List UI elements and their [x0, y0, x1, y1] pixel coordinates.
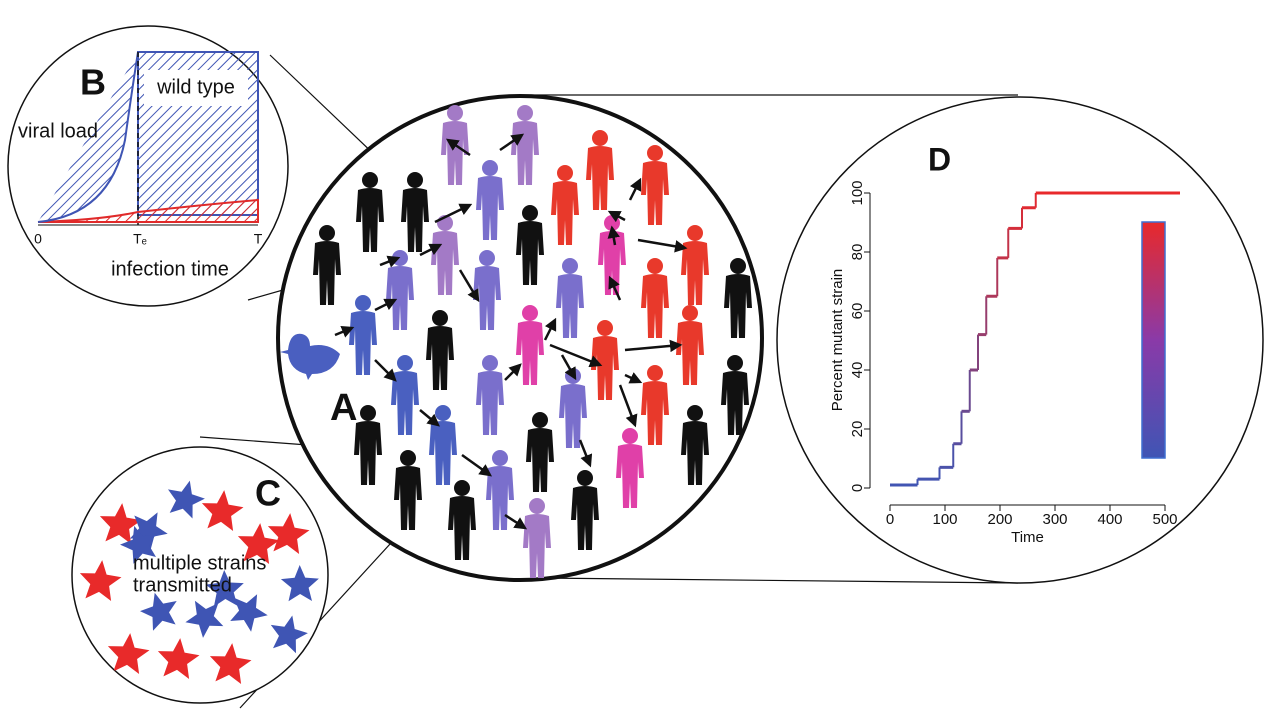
- arrow: [504, 363, 522, 381]
- panel-d-circle: [776, 96, 1264, 584]
- arrow: [549, 343, 603, 368]
- y-tick-label: 40: [849, 362, 866, 379]
- arrow: [458, 269, 480, 303]
- strain-star: [205, 570, 244, 607]
- x-tick-label: 100: [932, 511, 957, 528]
- viral-load-curve: [37, 51, 139, 223]
- tick-label: Tₑ: [133, 231, 147, 247]
- panel-text: multiple strains: [133, 552, 266, 574]
- arrow: [445, 138, 471, 157]
- strain-star: [267, 513, 310, 554]
- arrow: [499, 133, 525, 152]
- panel-letter: C: [255, 473, 281, 514]
- y-tick-label: 80: [849, 244, 866, 261]
- arrow: [637, 238, 688, 253]
- legend-label: wild type: [156, 76, 235, 98]
- panel-text: transmitted: [133, 574, 232, 596]
- y-label: Percent mutant strain: [829, 269, 846, 412]
- strain-star: [270, 615, 308, 654]
- arrow: [419, 409, 440, 427]
- strain-star: [157, 638, 200, 679]
- strain-star: [209, 643, 252, 684]
- y-label: viral load: [18, 120, 98, 142]
- strain-star: [107, 633, 150, 674]
- strain-star: [99, 503, 142, 544]
- arrow: [543, 317, 557, 341]
- x-tick-label: 200: [987, 511, 1012, 528]
- arrow: [578, 439, 593, 468]
- x-tick-label: 500: [1152, 511, 1177, 528]
- panel-letter: D: [928, 141, 951, 177]
- panel-c-circle: [71, 446, 329, 704]
- panel-letter: A: [330, 387, 357, 429]
- arrow: [334, 326, 355, 338]
- chart: 0 20 40 60 80 100 0 100 200 300 400 500 Time Percent …: [829, 180, 1180, 546]
- strain-star: [79, 560, 122, 601]
- arrow: [624, 339, 683, 353]
- arrow: [624, 372, 643, 384]
- strain-star: [168, 480, 205, 519]
- arrow: [618, 384, 638, 428]
- x-tick-label: 400: [1097, 511, 1122, 528]
- x-tick-label: 300: [1042, 511, 1067, 528]
- arrow: [628, 177, 642, 201]
- y-tick-label: 0: [849, 484, 866, 492]
- x-tick-label: 0: [886, 511, 894, 528]
- panel-letter: B: [80, 62, 106, 103]
- strains: [79, 480, 319, 684]
- y-tick-label: 20: [849, 421, 866, 438]
- y-tick-label: 100: [849, 180, 866, 205]
- tick-label: 0: [34, 231, 42, 247]
- arrow: [560, 354, 577, 381]
- arrow: [419, 243, 443, 257]
- legend-box: [144, 70, 248, 106]
- y-tick-label: 60: [849, 303, 866, 320]
- arrow: [434, 203, 473, 224]
- strain-star: [120, 525, 157, 564]
- arrow: [379, 255, 401, 268]
- arrow: [461, 453, 493, 477]
- x-label: Time: [1011, 529, 1044, 546]
- strain-star: [140, 592, 177, 631]
- x-label: infection time: [111, 258, 229, 280]
- arrow: [608, 275, 622, 301]
- arrow: [504, 513, 528, 530]
- strain-star: [201, 490, 244, 531]
- strain-star: [237, 523, 280, 564]
- arrow: [607, 210, 626, 223]
- strain-star: [185, 600, 224, 638]
- arrow: [374, 359, 397, 382]
- arrow: [374, 298, 398, 312]
- arrow: [607, 225, 620, 246]
- colorbar: [1141, 221, 1166, 459]
- tick-label: T: [254, 231, 263, 247]
- mutant-area: [37, 198, 259, 223]
- transmission-arrows: [334, 133, 688, 530]
- strain-star: [280, 565, 319, 602]
- strain-star: [230, 594, 268, 632]
- duck: [280, 333, 340, 380]
- strain-star: [129, 512, 168, 550]
